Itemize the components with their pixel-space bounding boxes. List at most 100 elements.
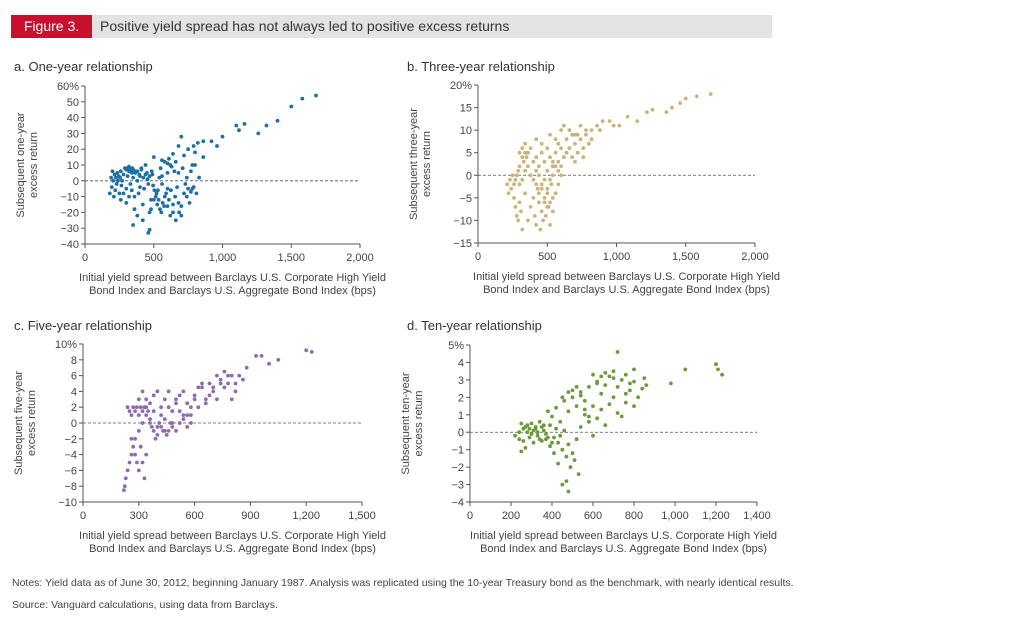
data-point [151,183,156,188]
data-point [193,163,197,167]
data-point [520,177,525,182]
data-point [168,213,173,218]
data-point [113,188,118,193]
y-axis-label: Subsequent ten-year [400,372,412,474]
y-tick-label: 15 [460,103,472,115]
data-point [512,182,516,187]
data-point [129,436,134,441]
data-point [523,141,527,146]
data-point [623,391,628,396]
data-point [548,200,552,205]
data-point [716,367,720,372]
x-tick-label: 1,500 [277,252,305,264]
data-point [176,201,181,205]
data-point [542,159,547,164]
data-point [118,197,123,202]
y-tick-label: −20 [60,207,79,219]
data-point [595,381,599,386]
data-point [162,204,167,209]
y-tick-label: 10% [55,339,77,351]
data-point [191,144,196,148]
data-point [201,155,206,160]
data-point [523,150,527,155]
data-point [537,164,541,169]
data-point [558,433,563,438]
data-point [556,182,561,187]
data-point [573,132,577,137]
data-point [135,213,140,218]
data-point [534,182,539,187]
data-point [514,173,519,178]
data-point [151,409,156,413]
figure-header: Figure 3. Positive yield spread has not … [11,15,772,38]
data-point [220,134,225,139]
notes-text: Notes: Yield data as of June 30, 2012, b… [12,577,794,589]
data-point [513,433,517,438]
data-point [517,200,522,205]
data-point [573,159,577,164]
data-point [550,440,554,445]
data-point [140,218,145,223]
y-tick-label: 4 [71,386,77,398]
data-point [162,194,167,199]
data-point [516,168,521,173]
data-point [314,93,318,98]
data-point [174,429,178,433]
data-point [142,476,147,481]
data-point [140,202,145,207]
data-point [539,150,544,155]
data-point [207,393,212,398]
data-point [127,194,131,199]
data-point [564,454,569,459]
data-point [166,405,171,410]
data-point [573,141,577,146]
data-point [176,144,181,148]
data-point [174,397,178,402]
data-point [226,381,231,386]
data-point [548,444,552,449]
data-point [603,371,608,375]
data-point [550,209,555,214]
data-point [519,449,524,454]
data-point [181,389,186,394]
data-point [132,194,137,199]
x-tick-label: 400 [543,510,561,522]
data-point [300,96,305,101]
data-point [581,155,586,160]
data-point [523,191,527,196]
data-point [514,214,519,218]
data-point [528,205,533,209]
data-point [599,391,604,396]
data-point [574,437,579,442]
data-point [151,197,156,202]
data-point [110,169,115,174]
data-point [173,218,178,223]
data-point [215,144,219,148]
data-point [131,405,136,410]
data-point [140,460,145,465]
data-point [581,146,586,151]
data-point [568,465,573,469]
data-point [148,401,152,406]
data-point [566,442,571,447]
data-point [720,372,724,377]
data-point [532,214,537,218]
data-point [559,173,563,178]
y-tick-label: −40 [60,239,79,251]
data-point [587,385,591,389]
data-point [254,354,258,358]
data-point [124,201,129,205]
data-point [508,177,512,182]
data-point [276,357,281,362]
data-point [586,141,591,146]
data-point [517,430,522,435]
data-point [531,440,536,445]
data-point [151,429,156,433]
data-point [155,433,160,437]
data-point [117,191,122,196]
y-tick-label: 3 [458,375,464,387]
data-point [537,419,542,424]
data-point [545,146,550,151]
data-point [550,196,555,200]
data-point [570,155,575,160]
